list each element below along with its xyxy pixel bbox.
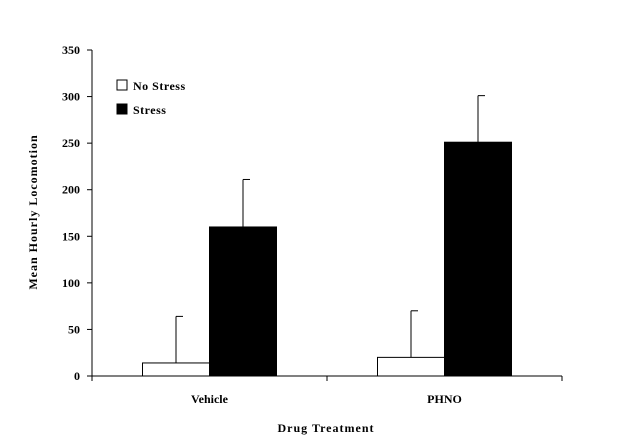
y-tick-label: 250: [62, 136, 80, 150]
y-tick-label: 200: [62, 183, 80, 197]
category-label: PHNO: [427, 392, 462, 406]
y-axis-ticks: 0 50 100 150 200 250 300 350: [62, 43, 92, 383]
y-tick-label: 350: [62, 43, 80, 57]
x-axis-ticks: [91, 376, 563, 381]
legend: No Stress Stress: [116, 79, 186, 117]
legend-label: No Stress: [133, 79, 186, 93]
bar: [209, 226, 277, 377]
category-label: Vehicle: [191, 392, 229, 406]
y-tick-label: 0: [74, 369, 80, 383]
y-tick-label: 300: [62, 90, 80, 104]
bar: [377, 356, 445, 377]
y-axis-title: Mean Hourly Locomotion: [26, 134, 40, 289]
y-tick-label: 150: [62, 229, 80, 243]
y-tick-label: 50: [68, 322, 80, 336]
category-labels: Vehicle PHNO: [191, 392, 462, 406]
x-axis-title: Drug Treatment: [278, 421, 375, 435]
error-bars: [175, 95, 485, 363]
legend-label: Stress: [133, 103, 166, 117]
legend-swatch: [116, 103, 128, 115]
bar: [444, 141, 512, 377]
bar: [142, 362, 210, 377]
y-tick-label: 100: [62, 276, 80, 290]
legend-swatch: [116, 79, 128, 91]
bars: [142, 141, 512, 377]
